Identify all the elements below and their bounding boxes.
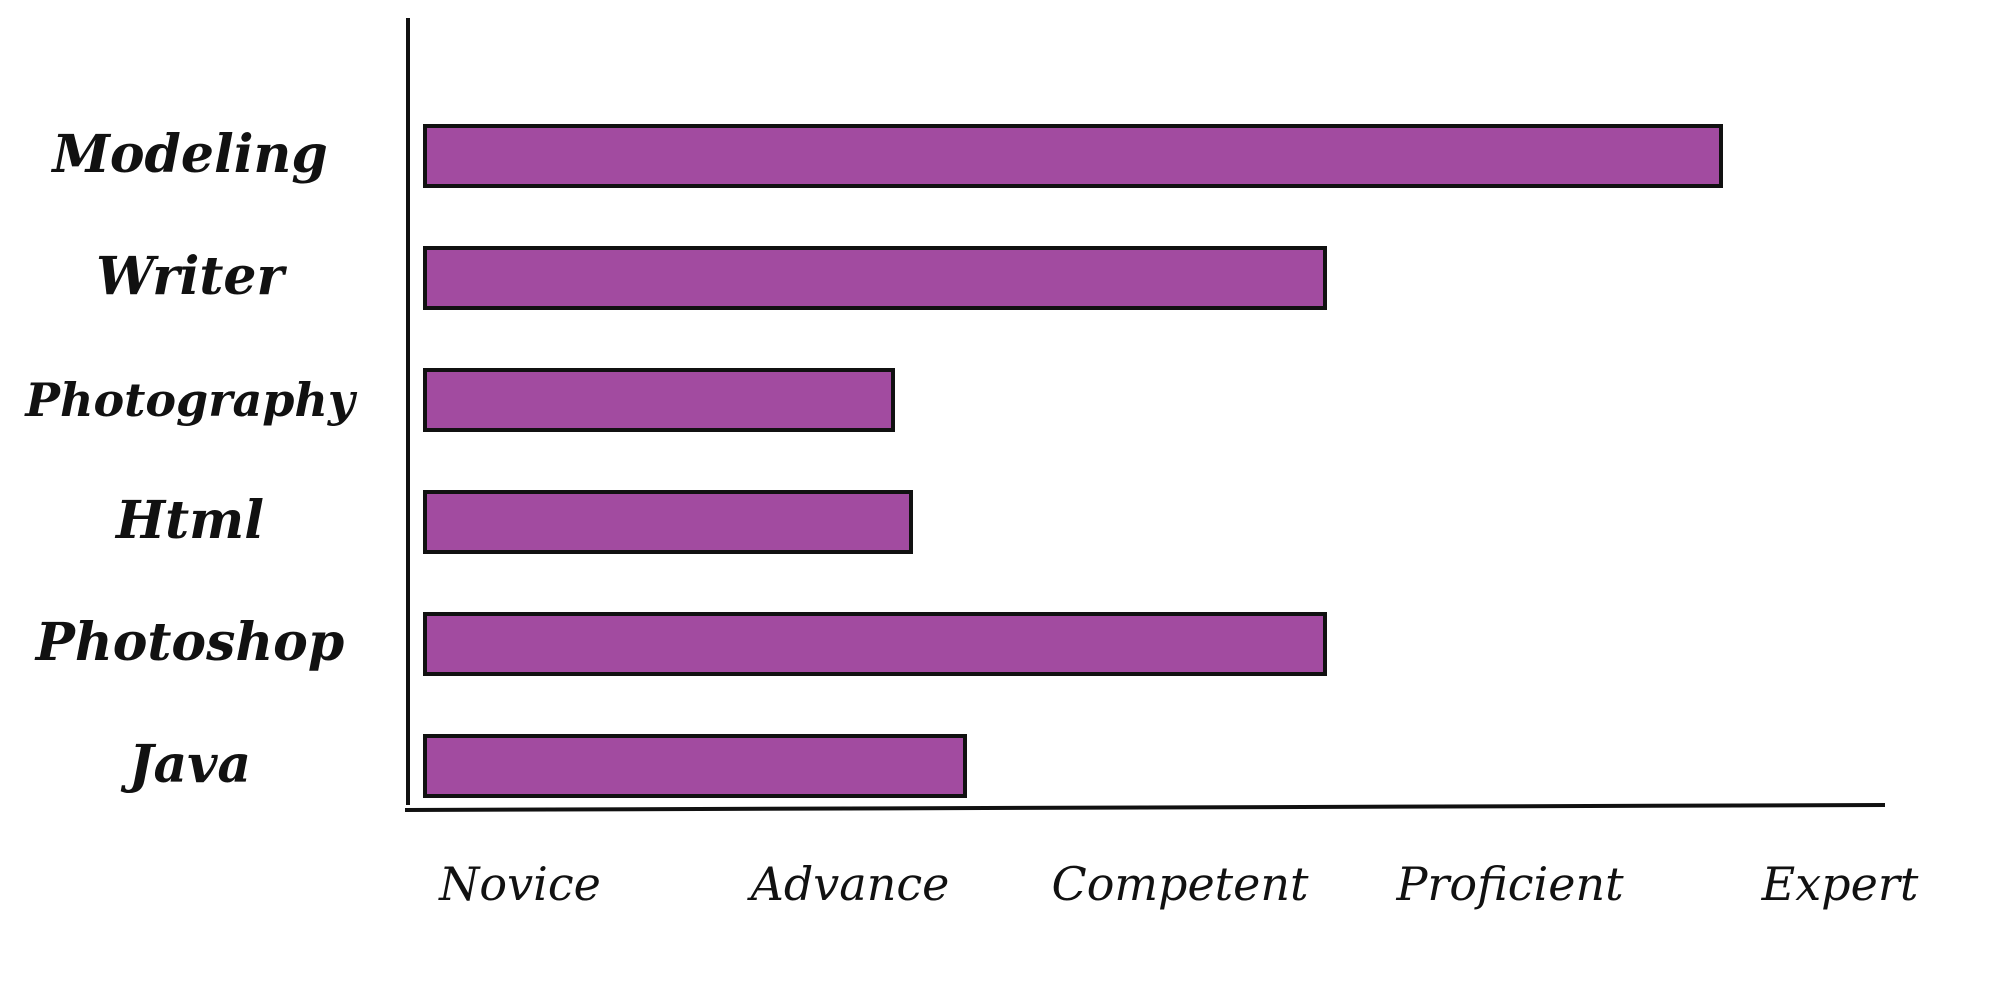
category-label-html: Html — [114, 490, 264, 551]
bar-photoshop — [423, 612, 1327, 676]
category-label-photoshop: Photoshop — [34, 612, 344, 673]
x-tick-label-competent: Competent — [1052, 857, 1310, 911]
bar-html — [423, 490, 913, 554]
category-label-photography: Photography — [23, 373, 357, 427]
category-label-writer: Writer — [96, 246, 287, 307]
x-tick-label-novice: Novice — [438, 857, 601, 911]
category-label-modeling: Modeling — [50, 124, 327, 185]
x-tick-label-expert: Expert — [1761, 857, 1919, 911]
x-tick-label-proficient: Proficient — [1395, 857, 1624, 911]
x-axis — [404, 803, 1886, 812]
x-tick-labels: Novice Advance Competent Proficient Expert — [438, 857, 1919, 911]
category-labels: Modeling Writer Photography Html Photoshop Ja… — [23, 124, 357, 795]
bar-photography — [423, 368, 895, 432]
bar-java — [423, 734, 967, 798]
bar-modeling — [423, 124, 1723, 188]
x-tick-label-advance: Advance — [747, 857, 950, 911]
category-label-java: Java — [120, 734, 251, 795]
bars-layer — [423, 124, 1723, 798]
bar-writer — [423, 246, 1327, 310]
